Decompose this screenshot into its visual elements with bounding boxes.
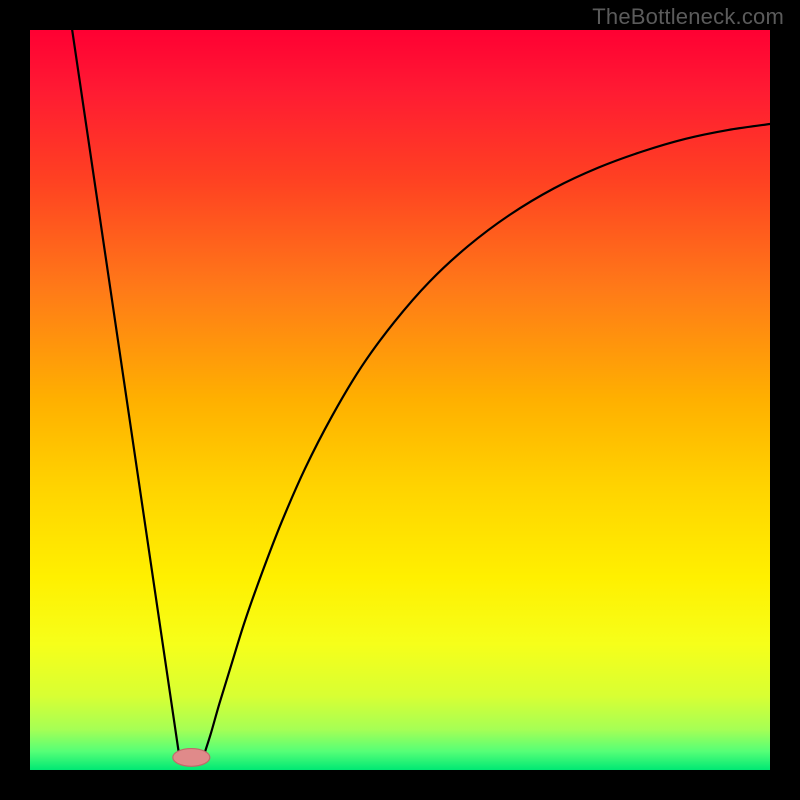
plot-area xyxy=(30,30,770,770)
watermark-text: TheBottleneck.com xyxy=(592,4,784,30)
gradient-background xyxy=(30,30,770,770)
